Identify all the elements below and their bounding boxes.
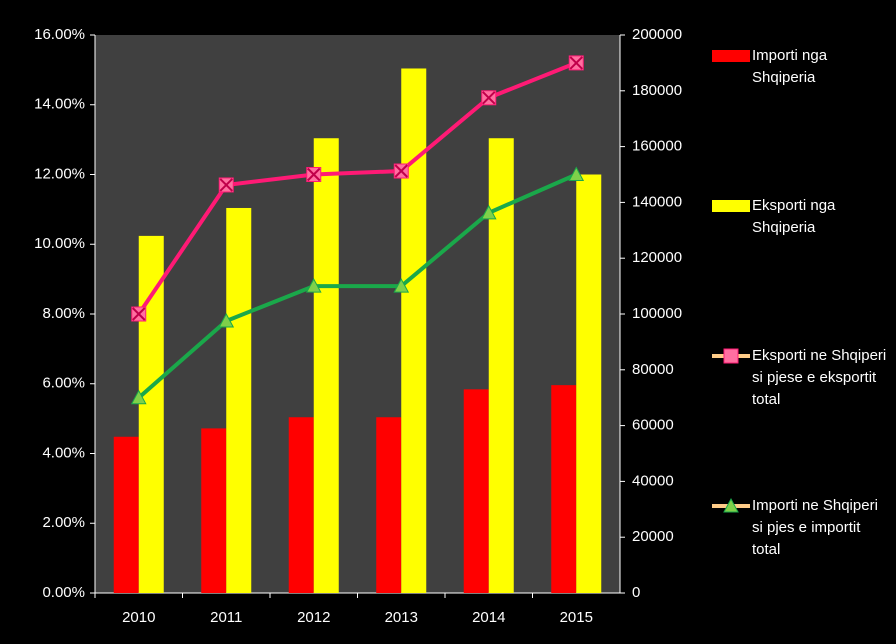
legend-label: Importi nga Shqiperia [752,47,828,86]
y-tick-label: 0.00% [42,584,85,601]
line [137,172,578,400]
marker-x [132,307,146,321]
bar [201,428,227,593]
y2-tick-label: 60000 [632,417,674,434]
y-tick-label: 12.00% [34,165,85,182]
y2-tick-label: 200000 [632,26,682,43]
y2-tick-label: 80000 [632,361,674,378]
y-tick-label: 8.00% [42,305,85,322]
bar [401,68,427,594]
y-tick-label: 2.00% [42,514,85,531]
marker-x [307,167,321,182]
y2-tick-label: 180000 [632,82,682,99]
marker [218,312,235,328]
marker [130,389,147,405]
y-tick-label: 6.00% [42,375,85,392]
x-tick-label: 2015 [560,609,593,626]
y2-tick-label: 40000 [632,472,674,489]
legend-swatch [712,200,750,212]
marker [393,278,410,293]
marker-x [219,178,233,192]
legend-swatch [712,50,750,62]
y2-tick-label: 160000 [632,138,682,155]
bar [226,207,252,594]
line [137,61,577,316]
y2-tick-label: 120000 [632,249,682,266]
legend-label: Eksporti nga Shqiperia [752,197,836,236]
bar [551,385,577,593]
plot-area [95,35,620,593]
bar [138,235,164,593]
marker [305,278,322,293]
legend-label: Importi ne Shqiperi si pjes e importit t… [752,497,878,558]
y2-tick-label: 140000 [632,193,682,210]
legend-marker [723,348,739,364]
legend-label: Eksporti ne Shqiperi si pjese e eksporti… [752,347,887,408]
bar [288,417,314,593]
marker [480,204,497,220]
x-tick-label: 2010 [122,609,155,626]
x-tick-label: 2011 [210,609,242,626]
bar [576,174,602,593]
marker-x [482,91,496,105]
y-tick-label: 4.00% [42,444,85,461]
y2-tick-label: 20000 [632,528,674,545]
y2-tick-label: 0 [632,584,640,601]
marker-x [394,164,408,178]
y2-tick-label: 100000 [632,305,682,322]
marker [568,166,585,181]
y-tick-label: 10.00% [34,235,85,252]
y-tick-label: 14.00% [34,96,85,113]
x-tick-label: 2013 [385,609,418,626]
x-tick-label: 2014 [472,609,505,626]
bar [113,436,139,593]
x-tick-label: 2012 [297,609,330,626]
bar [313,138,339,594]
legend-marker [723,497,739,513]
bar [376,417,402,593]
bar [463,389,489,593]
marker-x [569,56,583,70]
y-tick-label: 16.00% [34,26,85,43]
